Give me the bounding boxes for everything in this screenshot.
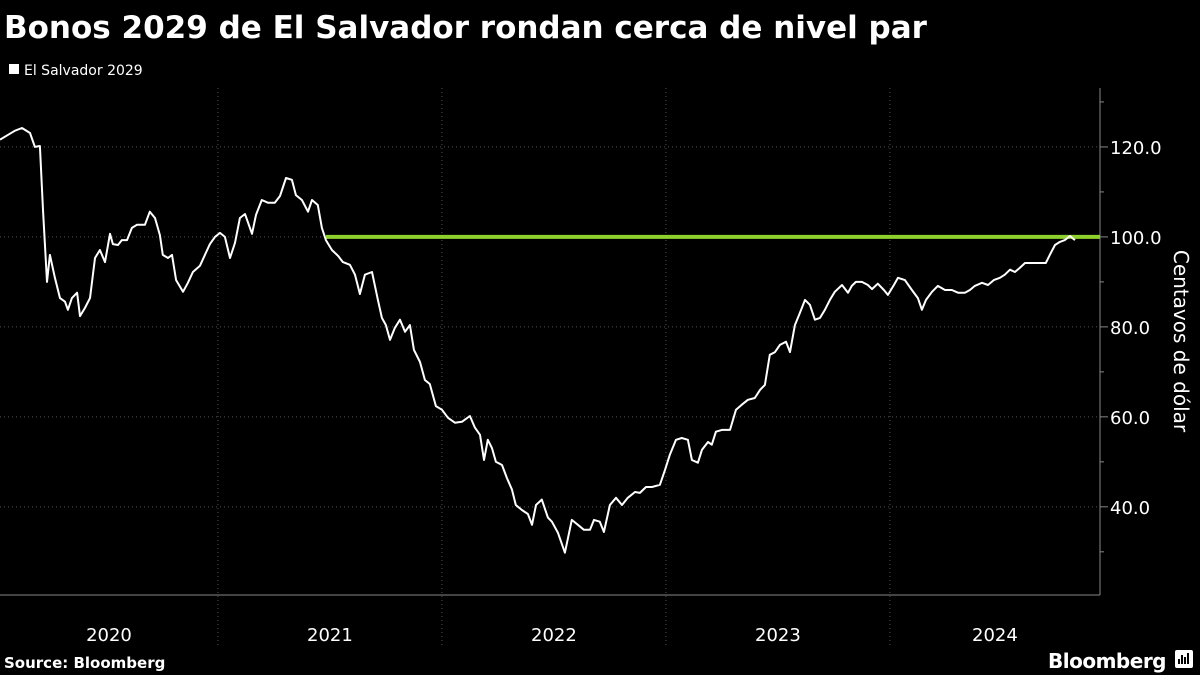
brand-icon-bars [1178,653,1189,664]
legend-swatch [9,64,19,74]
y-tick-label: 80.0 [1110,318,1150,339]
x-tick-label: 2022 [531,625,577,646]
chart-title: Bonos 2029 de El Salvador rondan cerca d… [4,10,928,46]
legend-label: El Salvador 2029 [24,63,143,79]
y-tick-label: 60.0 [1110,408,1150,429]
x-tick-label: 2021 [307,625,353,646]
source: Source: Bloomberg [4,654,165,672]
y-tick-label: 120.0 [1110,138,1162,159]
y-axis-title: Centavos de dólar [1169,250,1193,433]
x-tick-label: 2023 [755,625,801,646]
x-tick-label: 2024 [972,625,1018,646]
y-tick-label: 100.0 [1110,228,1162,249]
x-tick-label: 2020 [86,625,132,646]
data-line [0,127,1076,554]
brand: Bloomberg [1048,649,1166,673]
y-tick-label: 40.0 [1110,498,1150,519]
